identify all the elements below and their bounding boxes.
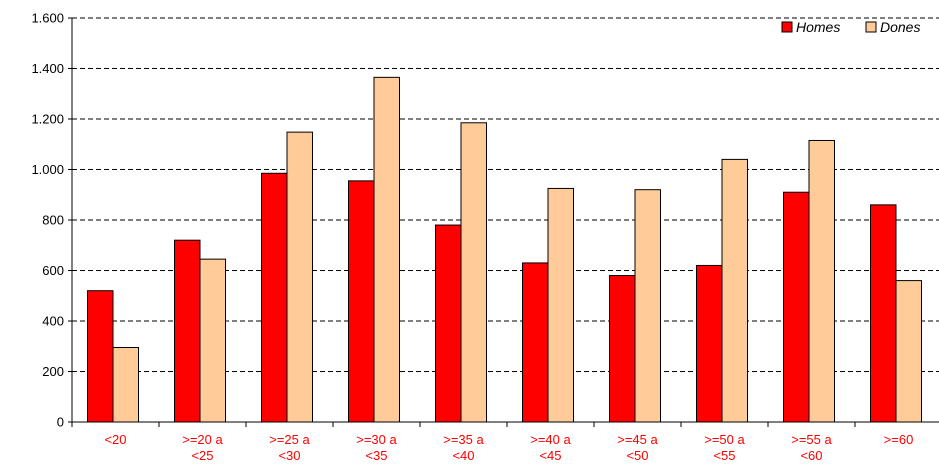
bar-dones	[547, 187, 574, 423]
y-tick-label: 600	[42, 263, 64, 278]
x-tick-label: >=40 a <45	[530, 432, 571, 463]
bar-homes	[522, 262, 549, 423]
x-tick-label: >=45 a <50	[617, 432, 658, 463]
x-tick-label: >=60	[884, 432, 914, 447]
x-tick-label: >=25 a <30	[269, 432, 310, 463]
x-tick-labels: <20 >=20 a <25 >=25 a <30 >=30 a <35 >=35 a <40 >…	[71, 422, 914, 463]
x-tick-label: >=20 a <25	[182, 432, 223, 463]
bar-homes	[435, 224, 462, 423]
bar-dones	[634, 189, 661, 423]
legend: Homes Dones	[781, 19, 920, 35]
bar-homes	[783, 191, 810, 423]
legend-swatch-dones	[865, 21, 877, 33]
x-tick-label: >=55 a <60	[791, 432, 832, 463]
bar-dones	[460, 122, 487, 423]
y-tick-label: 800	[42, 213, 64, 228]
bar-homes	[870, 204, 897, 423]
bar-dones	[721, 158, 748, 423]
bar-dones	[808, 139, 835, 423]
y-tick-label: 400	[42, 314, 64, 329]
bar-dones	[112, 347, 139, 423]
x-tick-label: >=30 a <35	[356, 432, 397, 463]
x-tick-label: >=35 a <40	[443, 432, 484, 463]
y-tick-labels: 0 200 400 600 800 1.000 1.200 1.400 1.600	[31, 11, 72, 430]
bars	[87, 76, 922, 423]
bar-homes	[696, 264, 723, 423]
bar-dones	[895, 280, 922, 423]
y-tick-label: 0	[57, 415, 64, 430]
y-tick-label: 1.600	[31, 11, 64, 26]
y-tick-label: 1.000	[31, 162, 64, 177]
bar-homes	[261, 172, 288, 423]
x-tick-label: >=50 a <55	[704, 432, 745, 463]
y-tick-label: 200	[42, 364, 64, 379]
bar-dones	[286, 131, 313, 423]
bar-homes	[348, 180, 375, 423]
bar-homes	[87, 290, 114, 423]
y-tick-label: 1.400	[31, 61, 64, 76]
bar-homes	[174, 239, 201, 423]
legend-label-homes: Homes	[796, 19, 840, 35]
bar-homes	[609, 275, 636, 423]
bar-dones	[199, 258, 226, 423]
legend-swatch-homes	[781, 21, 793, 33]
bar-dones	[373, 76, 400, 423]
legend-label-dones: Dones	[880, 19, 920, 35]
y-tick-label: 1.200	[31, 112, 64, 127]
x-tick-label: <20	[104, 432, 126, 447]
